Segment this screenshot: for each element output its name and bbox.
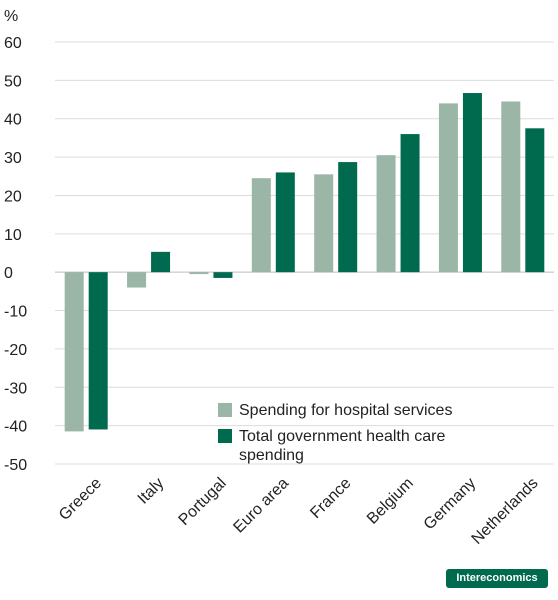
bar-total-belgium — [400, 134, 420, 273]
bar-total-euro-area — [275, 172, 295, 273]
y-tick-label: 40 — [4, 112, 22, 129]
intereconomics-logo: Intereconomics — [446, 569, 548, 588]
x-tick-label: France — [307, 475, 354, 522]
x-axis-tick-labels: Greece Italy Portugal Euro area France Belgiu… — [56, 475, 542, 548]
bar-total-netherlands — [525, 128, 545, 273]
y-tick-label: 60 — [4, 35, 22, 52]
y-unit-label: % — [4, 8, 18, 25]
y-tick-label: 50 — [4, 73, 22, 90]
bar-hospital-netherlands — [501, 101, 521, 273]
legend-swatch-hospital — [218, 403, 232, 417]
legend-label-hospital: Spending for hospital services — [239, 402, 452, 419]
legend-label-total-line2: spending — [239, 447, 304, 464]
x-tick-label: Portugal — [176, 475, 230, 529]
bar-total-italy — [151, 251, 171, 273]
y-tick-label: -40 — [4, 419, 27, 436]
x-tick-label: Belgium — [364, 475, 417, 528]
x-tick-label: Italy — [135, 475, 168, 508]
x-tick-label: Netherlands — [469, 475, 542, 548]
bar-hospital-euro-area — [251, 178, 271, 273]
x-tick-label: Germany — [421, 475, 480, 534]
bar-hospital-portugal — [189, 272, 209, 275]
bar-total-portugal — [213, 272, 233, 278]
bar-total-france — [338, 162, 358, 273]
bar-total-germany — [462, 93, 482, 273]
y-tick-label: -50 — [4, 457, 27, 474]
bar-hospital-france — [314, 174, 334, 273]
y-tick-label: -10 — [4, 304, 27, 321]
y-tick-label: -30 — [4, 380, 27, 397]
y-tick-label: 30 — [4, 150, 22, 167]
bar-hospital-italy — [127, 272, 147, 288]
gridlines — [55, 41, 554, 465]
legend-swatch-total — [218, 429, 232, 443]
y-tick-label: 0 — [4, 265, 13, 282]
legend: Spending for hospital services Total gov… — [218, 402, 452, 464]
y-tick-label: 20 — [4, 188, 22, 205]
x-tick-label: Euro area — [230, 475, 292, 537]
bar-total-greece — [88, 272, 108, 430]
legend-label-total-line1: Total government health care — [239, 428, 445, 445]
bar-hospital-belgium — [376, 155, 396, 273]
y-axis-tick-labels: 60 50 40 30 20 10 0 -10 -20 -30 -40 -50 — [4, 35, 27, 474]
y-tick-label: -20 — [4, 342, 27, 359]
bar-hospital-germany — [438, 103, 458, 273]
bars — [64, 93, 545, 432]
x-tick-label: Greece — [56, 475, 105, 524]
bar-hospital-greece — [64, 272, 84, 432]
y-tick-label: 10 — [4, 227, 22, 244]
